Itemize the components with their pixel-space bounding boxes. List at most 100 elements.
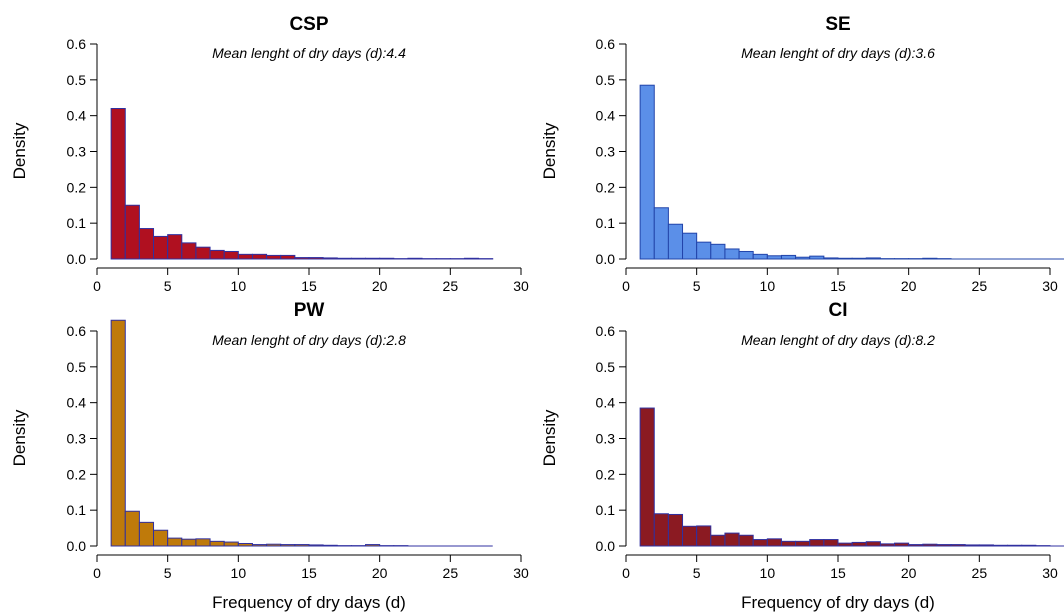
histogram-bar — [294, 544, 310, 547]
y-tick-label: 0.4 — [67, 395, 87, 411]
x-tick-label: 25 — [443, 278, 459, 294]
x-tick-label: 20 — [901, 565, 917, 581]
y-tick-label: 0.2 — [596, 179, 616, 195]
histogram-bar — [266, 543, 282, 547]
histogram-bar — [322, 257, 338, 260]
panel-ci: CI Mean lenght of dry days (d):8.2 0.0 0.1 0… — [540, 300, 1064, 612]
x-tick-label: 15 — [301, 565, 317, 581]
histogram-bar — [322, 544, 338, 547]
panel-subtitle: Mean lenght of dry days (d):8.2 — [741, 332, 935, 348]
histogram-bar — [336, 257, 352, 260]
panel-subtitle: Mean lenght of dry days (d):2.8 — [212, 332, 406, 348]
y-axis-label: Density — [540, 122, 559, 179]
histogram-bar — [639, 84, 655, 260]
y-tick-label: 0.3 — [596, 144, 616, 160]
histogram-bar — [738, 250, 754, 260]
y-tick-label: 0.1 — [596, 502, 616, 518]
histogram-bar — [110, 108, 126, 260]
histogram-bar — [752, 253, 768, 260]
histogram-bar — [809, 255, 825, 260]
histogram-bar — [724, 248, 740, 260]
histogram-bar — [266, 254, 282, 260]
y-tick-label: 0.4 — [67, 108, 87, 124]
x-tick-label: 20 — [901, 278, 917, 294]
panel-subtitle: Mean lenght of dry days (d):3.6 — [741, 45, 935, 61]
x-tick-label: 20 — [372, 565, 388, 581]
x-tick-label: 25 — [972, 278, 988, 294]
y-tick-label: 0.5 — [596, 72, 616, 88]
x-tick-label: 10 — [760, 565, 776, 581]
panel-pw: PW Mean lenght of dry days (d):2.8 0.0 0.1 0… — [10, 300, 529, 612]
histogram-bar — [908, 544, 924, 547]
histogram-bar — [752, 539, 768, 547]
x-tick-label: 0 — [622, 565, 630, 581]
histogram-bar — [766, 255, 782, 260]
histogram-bar — [667, 223, 684, 260]
histogram-bar — [153, 529, 169, 547]
histogram-bar — [766, 538, 782, 547]
histogram-bar — [795, 256, 811, 260]
histogram-bar — [780, 540, 797, 547]
histogram-bar — [237, 542, 253, 547]
histogram-bar — [138, 228, 155, 260]
histogram-bar — [809, 539, 825, 547]
x-tick-label: 30 — [1042, 565, 1058, 581]
y-tick-label: 0.5 — [67, 359, 87, 375]
y-tick-label: 0.5 — [596, 359, 616, 375]
y-tick-label: 0.0 — [596, 538, 616, 554]
histogram-bar — [823, 257, 839, 260]
x-tick-label: 0 — [622, 278, 630, 294]
histogram-bar — [167, 537, 183, 547]
y-tick-label: 0.3 — [596, 431, 616, 447]
histogram-bar — [780, 254, 797, 260]
histogram-bar — [167, 234, 183, 260]
histogram-bar — [181, 538, 197, 547]
histogram-bar — [696, 525, 712, 547]
histogram-bar — [138, 521, 155, 547]
histogram-bar — [463, 257, 480, 260]
x-tick-label: 5 — [164, 278, 172, 294]
x-tick-label: 15 — [830, 565, 846, 581]
histogram-bar — [1007, 544, 1023, 547]
histogram-bar — [894, 542, 910, 547]
histogram-bar — [251, 544, 268, 547]
x-tick-label: 30 — [1042, 278, 1058, 294]
panel-title: CI — [828, 300, 847, 321]
histogram-bar — [682, 232, 698, 260]
panel-csp: CSP Mean lenght of dry days (d):4.4 0.0 0.1… — [10, 14, 529, 294]
y-tick-label: 0.0 — [596, 251, 616, 267]
histogram-bar — [992, 544, 1009, 547]
histogram-bar — [195, 538, 211, 547]
x-tick-label: 15 — [830, 278, 846, 294]
y-tick-label: 0.0 — [67, 251, 87, 267]
y-tick-label: 0.6 — [67, 36, 87, 52]
histogram-bar — [936, 544, 952, 547]
histogram-bar — [724, 532, 740, 547]
histogram-bar — [1021, 544, 1037, 547]
histogram-bar — [223, 250, 239, 260]
x-axis-label: Frequency of dry days (d) — [212, 593, 406, 612]
y-tick-label: 0.1 — [67, 215, 87, 231]
histogram-bar — [667, 513, 684, 547]
histogram-bar — [124, 510, 140, 547]
y-tick-label: 0.2 — [67, 179, 87, 195]
histogram-bar — [308, 544, 324, 547]
histogram-bar — [964, 544, 980, 547]
x-tick-label: 20 — [372, 278, 388, 294]
histogram-bar — [653, 207, 669, 260]
x-tick-label: 25 — [972, 565, 988, 581]
y-axis-label: Density — [10, 409, 29, 466]
panel-title: SE — [825, 14, 850, 35]
histogram-bar — [124, 204, 140, 260]
y-tick-label: 0.2 — [67, 466, 87, 482]
y-tick-label: 0.3 — [67, 144, 87, 160]
histogram-bar — [865, 257, 881, 260]
y-tick-label: 0.3 — [67, 431, 87, 447]
histogram-bar — [294, 257, 310, 260]
panel-se: SE Mean lenght of dry days (d):3.6 0.0 0.1 0… — [540, 14, 1064, 294]
histogram-bar — [350, 257, 367, 260]
histogram-bar — [710, 243, 726, 260]
x-axis-label: Frequency of dry days (d) — [741, 593, 935, 612]
x-tick-label: 5 — [693, 565, 701, 581]
